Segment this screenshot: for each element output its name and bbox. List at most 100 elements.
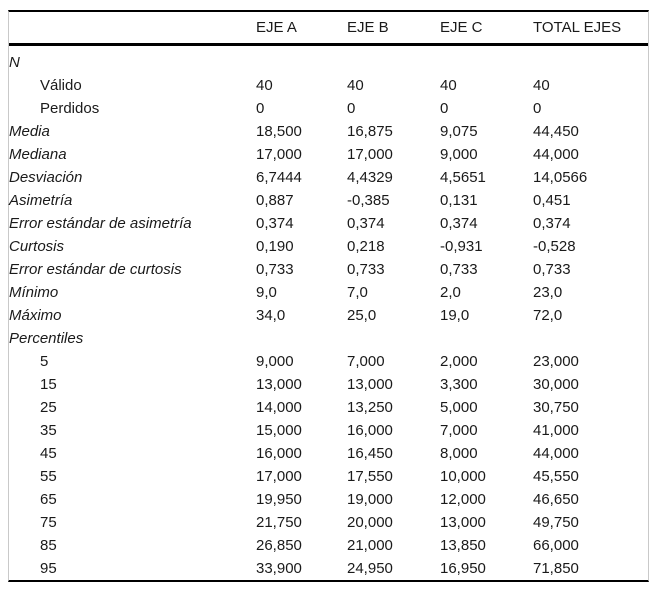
row-label: Percentiles: [9, 330, 84, 347]
cell-value: 7,0: [347, 284, 368, 301]
cell-value: 0,451: [533, 192, 571, 209]
table-row: 15 13,000 13,000 3,300 30,000: [9, 373, 648, 396]
row-label: Media: [9, 123, 50, 140]
row-label: 45: [40, 445, 57, 462]
cell-value: 13,250: [347, 399, 393, 416]
cell-value: [347, 45, 440, 75]
cell-value: 21,750: [256, 514, 302, 531]
cell-value: 9,075: [440, 123, 478, 140]
cell-value: 15,000: [256, 422, 302, 439]
table-row: 45 16,000 16,450 8,000 44,000: [9, 442, 648, 465]
row-label: Desviación: [9, 169, 83, 186]
header-row: EJE A EJE B EJE C TOTAL EJES: [9, 12, 648, 46]
cell-value: 7,000: [440, 422, 478, 439]
cell-value: 0,733: [347, 261, 385, 278]
cell-value: 49,750: [533, 514, 579, 531]
cell-value: 14,0566: [533, 169, 588, 186]
cell-value: 0,218: [347, 238, 385, 255]
cell-value: 25,0: [347, 307, 377, 324]
table-row: 85 26,850 21,000 13,850 66,000: [9, 534, 648, 557]
table-row: Mediana 17,000 17,000 9,000 44,000: [9, 143, 648, 166]
column-header: EJE B: [347, 12, 440, 46]
cell-value: -0,385: [347, 192, 390, 209]
table-row: Asimetría 0,887 -0,385 0,131 0,451: [9, 189, 648, 212]
row-label: 15: [40, 376, 57, 393]
row-label: Curtosis: [9, 238, 65, 255]
cell-value: 12,000: [440, 491, 486, 508]
cell-value: [440, 327, 533, 350]
cell-value: [347, 327, 440, 350]
cell-value: 16,875: [347, 123, 393, 140]
row-label: Máximo: [9, 307, 62, 324]
cell-value: 30,000: [533, 376, 579, 393]
cell-value: 13,000: [256, 376, 302, 393]
cell-value: [440, 45, 533, 75]
cell-value: 46,650: [533, 491, 579, 508]
table-row: Máximo 34,0 25,0 19,0 72,0: [9, 304, 648, 327]
cell-value: 9,000: [256, 353, 294, 370]
cell-value: 20,000: [347, 514, 393, 531]
column-header: EJE C: [440, 12, 533, 46]
row-label: 65: [40, 491, 57, 508]
table-row: 25 14,000 13,250 5,000 30,750: [9, 396, 648, 419]
row-label: Error estándar de asimetría: [9, 215, 192, 232]
cell-value: 17,000: [256, 146, 302, 163]
cell-value: 16,000: [347, 422, 393, 439]
cell-value: 0,733: [440, 261, 478, 278]
cell-value: 0: [440, 100, 449, 117]
cell-value: [533, 327, 648, 350]
cell-value: 9,000: [440, 146, 478, 163]
table-row: 5 9,000 7,000 2,000 23,000: [9, 350, 648, 373]
row-label: 35: [40, 422, 57, 439]
cell-value: 13,000: [440, 514, 486, 531]
cell-value: 0: [347, 100, 356, 117]
column-header: TOTAL EJES: [533, 12, 648, 46]
cell-value: 34,0: [256, 307, 286, 324]
cell-value: 4,4329: [347, 169, 393, 186]
table-row: 55 17,000 17,550 10,000 45,550: [9, 465, 648, 488]
cell-value: 26,850: [256, 537, 302, 554]
row-label: Error estándar de curtosis: [9, 261, 182, 278]
cell-value: 19,0: [440, 307, 470, 324]
row-label: 85: [40, 537, 57, 554]
table-row: 65 19,950 19,000 12,000 46,650: [9, 488, 648, 511]
cell-value: 44,000: [533, 146, 579, 163]
cell-value: 17,000: [256, 468, 302, 485]
cell-value: 6,7444: [256, 169, 302, 186]
cell-value: 0,374: [440, 215, 478, 232]
cell-value: 0,131: [440, 192, 478, 209]
cell-value: 0,733: [533, 261, 571, 278]
table-row: Percentiles: [9, 327, 648, 350]
cell-value: -0,931: [440, 238, 483, 255]
cell-value: 45,550: [533, 468, 579, 485]
cell-value: 0,374: [347, 215, 385, 232]
cell-value: 41,000: [533, 422, 579, 439]
row-label: Mediana: [9, 146, 67, 163]
cell-value: 30,750: [533, 399, 579, 416]
cell-value: 19,950: [256, 491, 302, 508]
cell-value: 10,000: [440, 468, 486, 485]
row-label: 95: [40, 560, 57, 577]
cell-value: 13,850: [440, 537, 486, 554]
cell-value: 24,950: [347, 560, 393, 577]
cell-value: 14,000: [256, 399, 302, 416]
cell-value: 2,0: [440, 284, 461, 301]
row-label: 55: [40, 468, 57, 485]
cell-value: 0,733: [256, 261, 294, 278]
cell-value: 4,5651: [440, 169, 486, 186]
row-label: 5: [40, 353, 49, 370]
cell-value: -0,528: [533, 238, 576, 255]
cell-value: 40: [533, 77, 550, 94]
row-label: Válido: [40, 77, 82, 94]
cell-value: 33,900: [256, 560, 302, 577]
cell-value: [256, 327, 347, 350]
row-label: 75: [40, 514, 57, 531]
row-label: 25: [40, 399, 57, 416]
cell-value: 21,000: [347, 537, 393, 554]
cell-value: 8,000: [440, 445, 478, 462]
cell-value: 5,000: [440, 399, 478, 416]
table-header: EJE A EJE B EJE C TOTAL EJES: [9, 12, 648, 46]
cell-value: 9,0: [256, 284, 277, 301]
table-row: Error estándar de asimetría 0,374 0,374 0,3…: [9, 212, 648, 235]
cell-value: [533, 45, 648, 75]
